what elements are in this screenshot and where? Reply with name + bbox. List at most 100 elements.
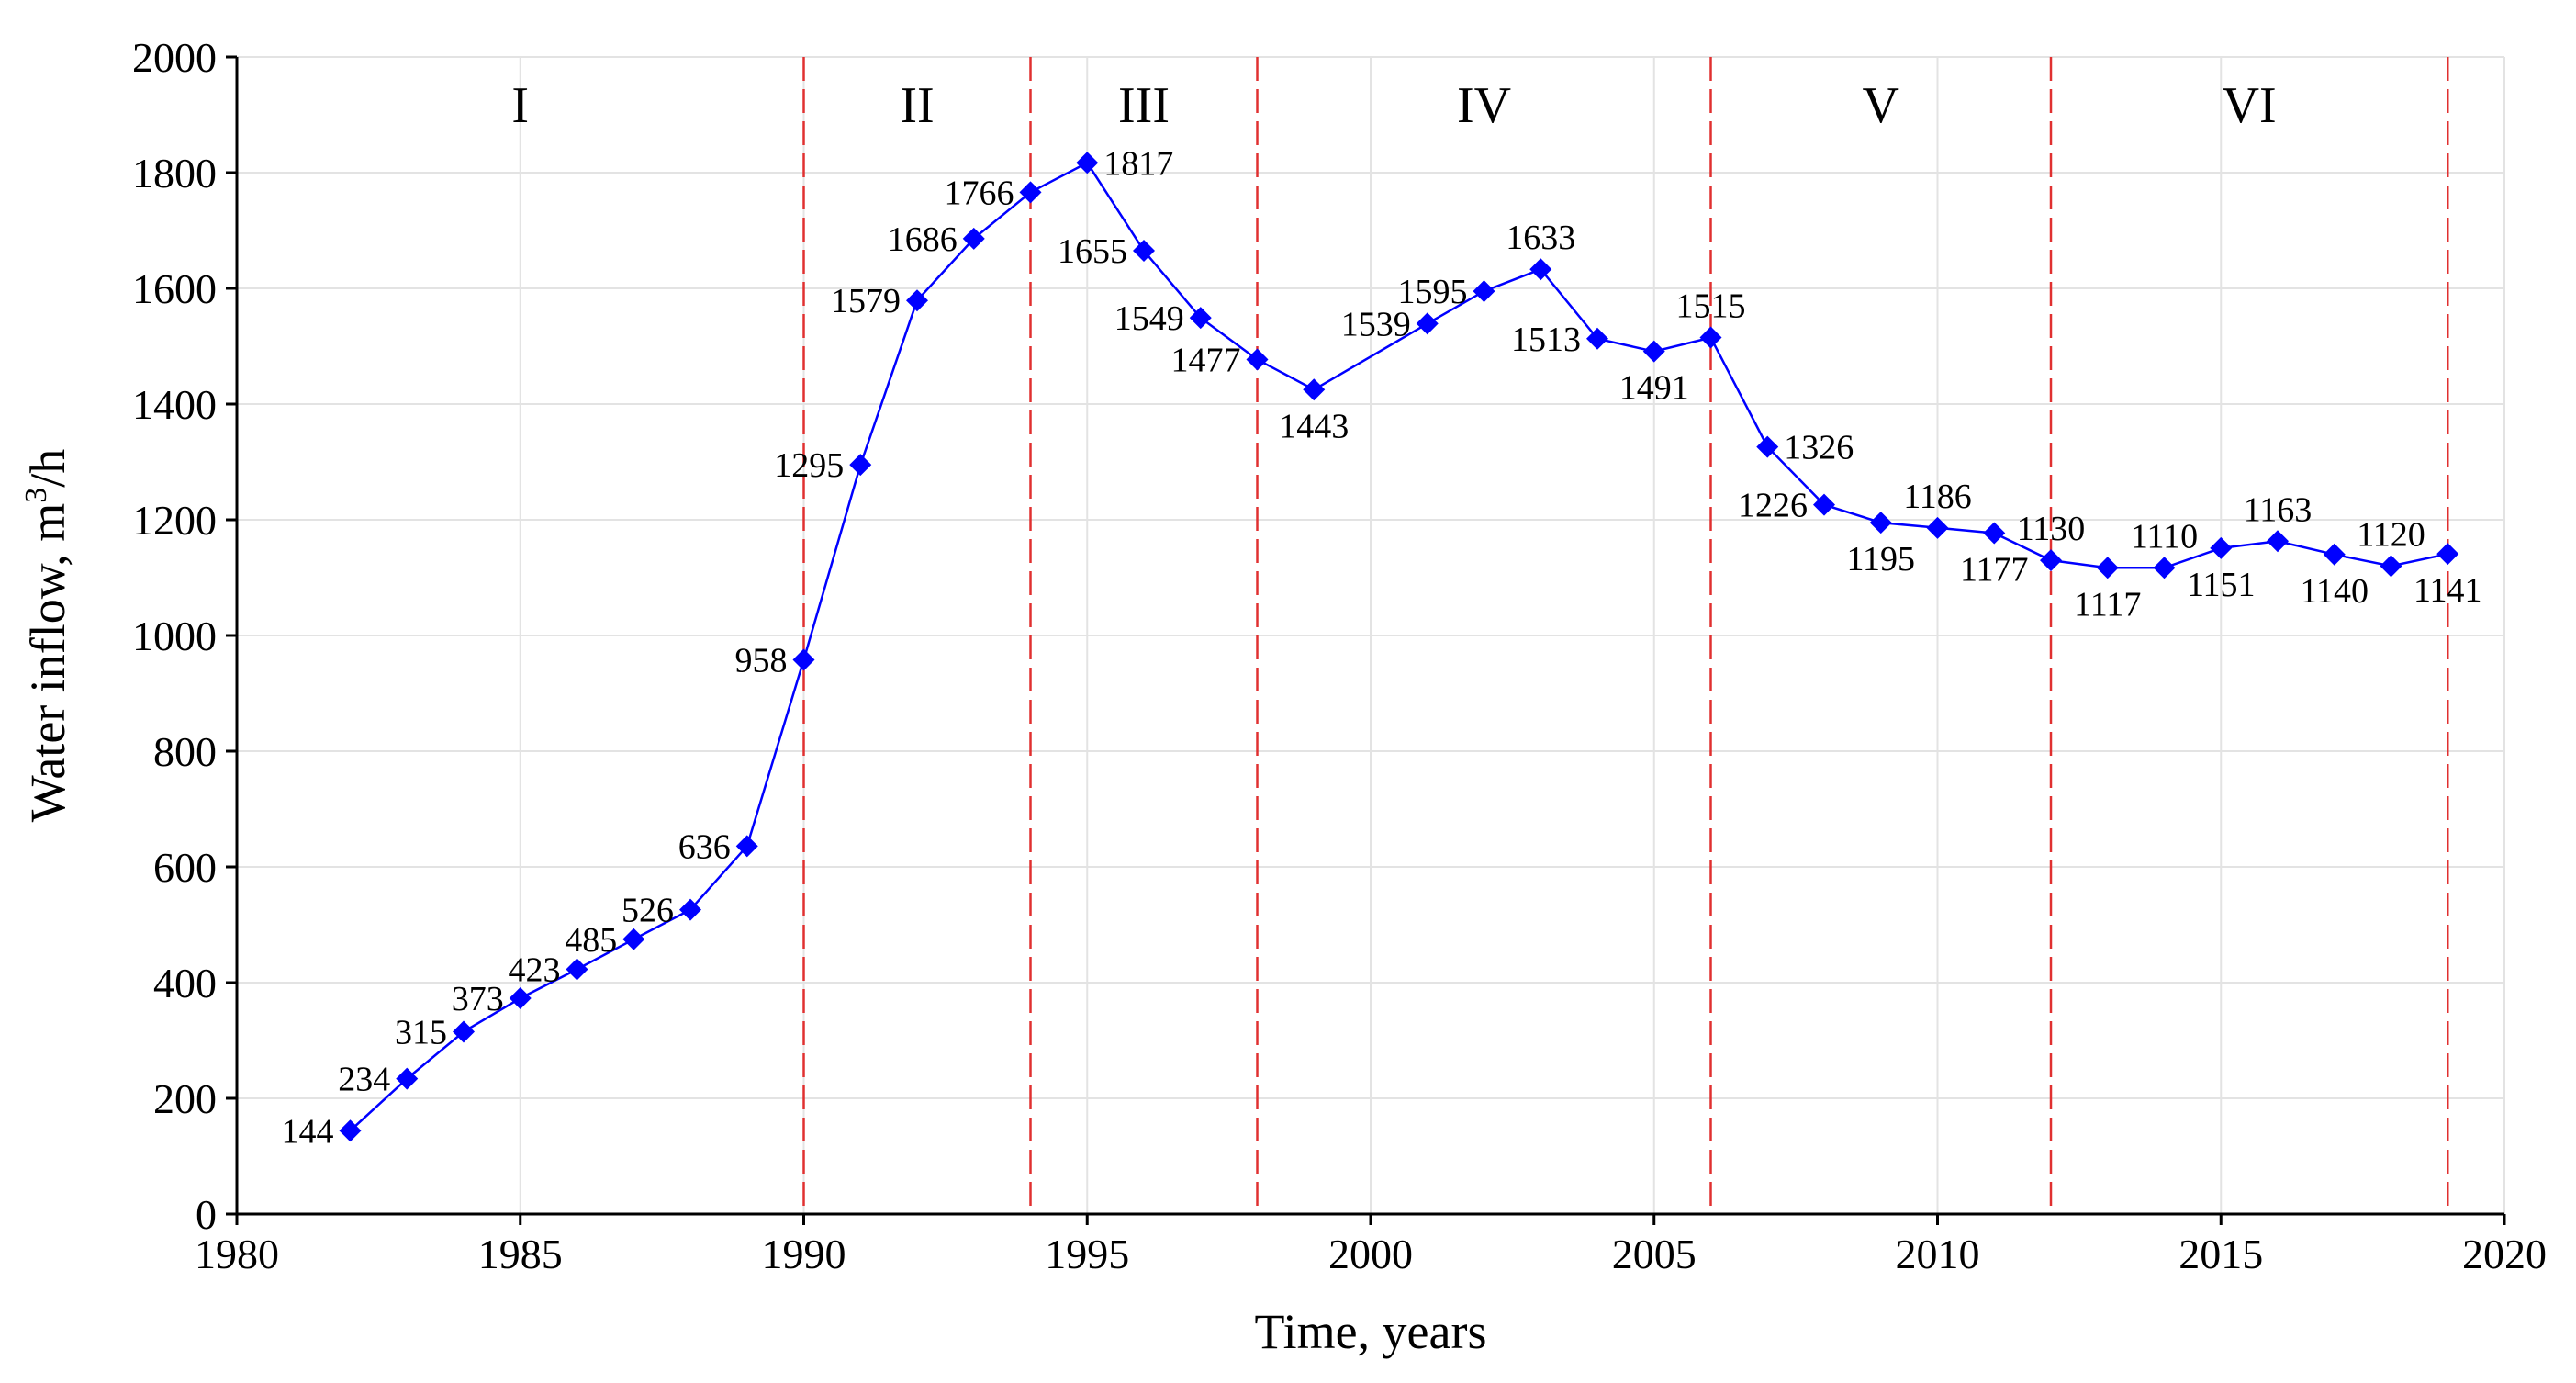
data-point-1994 xyxy=(1019,181,1042,204)
period-label-V: V xyxy=(1863,77,1899,134)
period-label-VI: VI xyxy=(2223,77,2277,134)
data-label-2010: 1186 xyxy=(1903,478,1972,516)
period-labels: I II III IV V VI xyxy=(511,77,2276,134)
data-label-1990: 958 xyxy=(735,641,788,680)
data-point-2005 xyxy=(1642,340,1665,363)
data-label-2001: 1539 xyxy=(1341,305,1411,343)
x-tick-label-2020: 2020 xyxy=(2462,1231,2547,1277)
data-label-2006: 1515 xyxy=(1676,287,1746,326)
data-point-2009 xyxy=(1869,512,1892,534)
y-axis-title-tail: /h xyxy=(20,449,75,488)
y-tick-label-400: 400 xyxy=(153,960,217,1006)
data-point-2018 xyxy=(2380,555,2402,578)
data-label-1993: 1686 xyxy=(888,220,958,259)
data-label-1997: 1549 xyxy=(1114,299,1184,338)
data-label-2011: 1177 xyxy=(1960,550,2029,589)
data-label-1982: 144 xyxy=(282,1112,334,1151)
x-tick-label-1985: 1985 xyxy=(478,1231,563,1277)
data-label-1991: 1295 xyxy=(774,446,844,485)
data-point-1983 xyxy=(396,1067,419,1090)
data-label-2009: 1195 xyxy=(1846,540,1915,579)
data-point-1999 xyxy=(1303,378,1326,401)
y-tick-label-200: 200 xyxy=(153,1075,217,1122)
data-label-1996: 1655 xyxy=(1058,232,1127,271)
data-label-2015: 1151 xyxy=(2187,566,2256,604)
data-label-1992: 1579 xyxy=(831,282,901,320)
y-tick-label-1200: 1200 xyxy=(132,497,217,544)
data-label-2005: 1491 xyxy=(1619,369,1689,408)
period-boundaries xyxy=(802,57,2449,1214)
data-point-1996 xyxy=(1133,240,1155,263)
data-point-2003 xyxy=(1529,258,1552,281)
x-tick-label-2000: 2000 xyxy=(1328,1231,1413,1277)
data-label-1988: 526 xyxy=(622,892,674,930)
data-point-2016 xyxy=(2267,530,2289,553)
data-point-2004 xyxy=(1586,327,1608,350)
data-point-1982 xyxy=(339,1119,362,1142)
data-label-1998: 1477 xyxy=(1171,341,1241,379)
data-label-2003: 1633 xyxy=(1506,219,1575,257)
data-label-1989: 636 xyxy=(678,827,731,866)
x-tick-label-2010: 2010 xyxy=(1896,1231,1980,1277)
data-point-1988 xyxy=(679,898,701,921)
data-point-1993 xyxy=(962,227,985,250)
x-tick-label-2015: 2015 xyxy=(2178,1231,2263,1277)
y-axis-title-superscript: 3 xyxy=(19,488,53,503)
y-tick-label-1000: 1000 xyxy=(132,613,217,659)
data-point-2011 xyxy=(1983,522,2006,545)
data-label-1986: 423 xyxy=(509,951,561,990)
data-label-2019: 1141 xyxy=(2414,571,2482,610)
grid xyxy=(237,56,2505,1214)
x-tick-label-1990: 1990 xyxy=(762,1231,846,1277)
y-tick-label-1600: 1600 xyxy=(132,265,217,312)
data-point-2013 xyxy=(2096,557,2119,579)
data-label-1983: 234 xyxy=(338,1061,390,1099)
data-point-2014 xyxy=(2153,557,2176,579)
data-label-1999: 1443 xyxy=(1279,407,1349,445)
axes: 0 200 400 600 800 1000 1200 1400 1600 1800 2000 198… xyxy=(132,34,2547,1277)
data-label-2016: 1163 xyxy=(2244,490,2313,529)
data-point-1991 xyxy=(849,454,872,477)
data-point-2002 xyxy=(1473,280,1495,303)
data-label-2004: 1513 xyxy=(1511,320,1581,359)
data-label-2012: 1130 xyxy=(2017,510,2086,548)
data-label-1984: 315 xyxy=(395,1014,447,1052)
data-label-2013: 1117 xyxy=(2074,585,2141,624)
data-point-2017 xyxy=(2323,543,2346,566)
data-point-2007 xyxy=(1756,435,1779,458)
y-tick-label-1800: 1800 xyxy=(132,150,217,197)
data-label-2014: 1110 xyxy=(2131,517,2198,556)
x-tick-label-1980: 1980 xyxy=(195,1231,279,1277)
series-water-inflow xyxy=(339,152,2459,1142)
y-tick-label-800: 800 xyxy=(153,728,217,775)
period-label-II: II xyxy=(900,77,934,134)
y-axis-title: Water inflow, m3/h xyxy=(19,449,75,823)
data-label-2017: 1140 xyxy=(2300,572,2369,611)
data-point-2015 xyxy=(2210,536,2233,559)
period-label-III: III xyxy=(1118,77,1170,134)
data-point-2012 xyxy=(2040,549,2062,572)
y-tick-label-1400: 1400 xyxy=(132,381,217,428)
period-label-IV: IV xyxy=(1457,77,1511,134)
data-point-2019 xyxy=(2436,543,2459,566)
x-tick-label-2005: 2005 xyxy=(1612,1231,1697,1277)
period-label-I: I xyxy=(511,77,529,134)
x-axis-title: Time, years xyxy=(1255,1304,1487,1359)
x-tick-label-1995: 1995 xyxy=(1045,1231,1129,1277)
data-label-2018: 1120 xyxy=(2357,515,2425,554)
data-point-1986 xyxy=(566,958,588,981)
data-label-2007: 1326 xyxy=(1784,429,1854,467)
y-tick-label-2000: 2000 xyxy=(132,34,217,81)
y-tick-label-0: 0 xyxy=(196,1191,217,1238)
data-label-1994: 1766 xyxy=(945,174,1014,212)
data-label-1987: 485 xyxy=(565,921,617,960)
data-point-2006 xyxy=(1699,326,1722,349)
data-label-1995: 1817 xyxy=(1103,144,1173,183)
data-label-1985: 373 xyxy=(452,980,504,1018)
data-point-1989 xyxy=(735,835,758,858)
data-point-1985 xyxy=(509,987,532,1010)
data-point-2008 xyxy=(1813,493,1835,516)
y-tick-label-600: 600 xyxy=(153,844,217,891)
data-point-1987 xyxy=(622,928,645,950)
